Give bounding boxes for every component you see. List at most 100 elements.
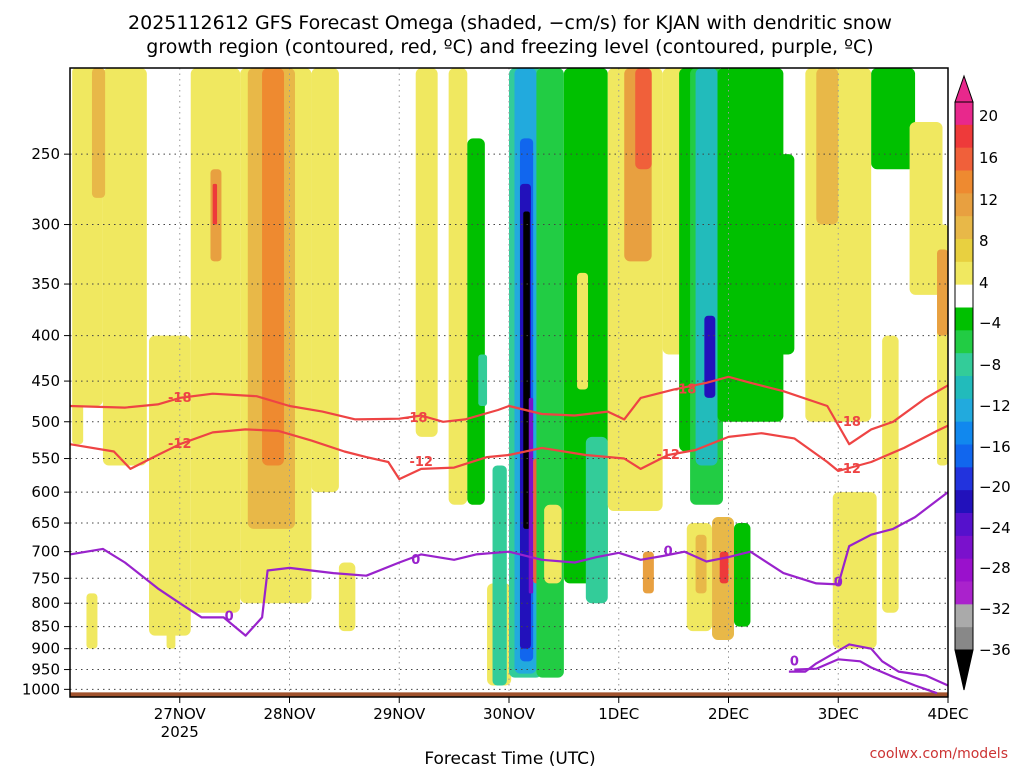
omega-cell-32	[585, 436, 608, 604]
contour-line-2	[69, 491, 949, 637]
contour-label-1-1: -12	[409, 455, 433, 470]
omega-cell-20	[492, 465, 507, 686]
contour-label-0-3: -18	[837, 415, 861, 430]
omega-cell-40	[695, 68, 718, 466]
colorbar-label-12: −32	[979, 600, 1011, 618]
colorbar-bin-0	[955, 102, 973, 126]
omega-cell-28	[536, 68, 564, 678]
colorbar-label-8: −16	[979, 438, 1011, 456]
colorbar-bin-23	[955, 627, 973, 651]
omega-cell-6	[190, 68, 241, 613]
colorbar-bin-21	[955, 581, 973, 605]
omega-cell-43	[750, 154, 795, 355]
omega-cell-36	[642, 551, 654, 594]
y-tick-label-750: 750	[31, 569, 60, 587]
colorbar-bin-1	[955, 124, 973, 149]
colorbar-label-11: −28	[979, 559, 1011, 577]
colorbar-bin-16	[955, 467, 973, 491]
y-tick-label-300: 300	[31, 216, 60, 234]
y-tick-label-800: 800	[31, 594, 60, 612]
colorbar-label-5: −4	[979, 314, 1001, 332]
omega-cell-47	[719, 551, 729, 584]
colorbar-bin-19	[955, 535, 973, 560]
x-tick-label-5: 2DEC	[708, 705, 749, 723]
contour-label-0-1: -18	[404, 411, 428, 426]
contour-label-1-3: -12	[837, 462, 861, 477]
chart-title-line1: 2025112612 GFS Forecast Omega (shaded, −…	[128, 12, 892, 34]
colorbar-label-10: −24	[979, 519, 1011, 537]
omega-cell-48	[733, 523, 751, 627]
omega-cell-11	[262, 68, 285, 466]
omega-cell-18	[478, 354, 488, 406]
y-tick-label-400: 400	[31, 327, 60, 345]
ground-fill	[70, 692, 948, 697]
omega-cell-15	[415, 68, 438, 437]
x-tick-label-0: 27NOV	[154, 705, 207, 723]
omega-cell-56	[937, 249, 948, 336]
y-tick-label-650: 650	[31, 514, 60, 532]
colorbar-label-3: 8	[979, 232, 989, 250]
x-year-label: 2025	[161, 723, 199, 741]
colorbar-label-13: −36	[979, 641, 1011, 659]
colorbar-label-7: −12	[979, 397, 1011, 415]
contour-label-0-2: -18	[673, 383, 697, 398]
colorbar-label-2: 12	[979, 191, 998, 209]
contour-label-0-0: -18	[168, 391, 192, 406]
omega-cell-45	[695, 534, 707, 594]
omega-cell-51	[832, 492, 877, 649]
omega-cell-13	[338, 562, 356, 632]
contour-label-3-0: 0	[790, 654, 799, 669]
x-tick-label-4: 1DEC	[598, 705, 639, 723]
y-tick-label-350: 350	[31, 275, 60, 293]
colorbar-bin-4	[955, 193, 973, 217]
y-tick-label-850: 850	[31, 618, 60, 636]
x-tick-label-2: 29NOV	[373, 705, 426, 723]
contour-line-0	[69, 375, 949, 446]
omega-cell-16	[448, 68, 468, 505]
contour-label-2-2: 0	[664, 545, 673, 560]
colorbar-bin-14	[955, 421, 973, 445]
colorbar-top-arrow	[954, 74, 974, 103]
y-axis-ticks: 250 300 350 400 450 500 550 600 650 700 750 800 850 9…	[22, 145, 70, 698]
colorbar-label-4: 4	[979, 274, 989, 292]
colorbar-bin-6	[955, 239, 973, 263]
colorbar-frame	[954, 101, 974, 651]
omega-cell-41	[704, 315, 716, 398]
colorbar-bin-15	[955, 444, 973, 468]
omega-cell-35	[635, 68, 652, 170]
omega-cell-25	[523, 211, 530, 529]
x-tick-label-6: 3DEC	[818, 705, 859, 723]
y-tick-label-550: 550	[31, 450, 60, 468]
x-axis-ticks: 27NOV 28NOV 29NOV 30NOV 1DEC 2DEC 3DEC 4DEC 2025	[154, 697, 969, 741]
omega-cell-52	[871, 68, 916, 170]
contour-line-1	[69, 424, 949, 481]
colorbar: 20 16 12 8 4 −4 −8 −12 −16 −20 −24 −28 −32 −36	[954, 74, 1011, 691]
y-tick-label-500: 500	[31, 413, 60, 431]
contour-label-1-0: -12	[168, 437, 192, 452]
y-tick-label-450: 450	[31, 372, 60, 390]
colorbar-bin-10	[955, 330, 973, 354]
colorbar-label-0: 20	[979, 107, 998, 125]
chart-title-line2: growth region (contoured, red, ºC) and f…	[146, 36, 873, 58]
colorbar-bin-13	[955, 398, 973, 423]
colorbar-bin-12	[955, 376, 973, 400]
contour-label-2-0: 0	[225, 609, 234, 624]
y-tick-label-1000: 1000	[22, 680, 60, 698]
omega-cell-3	[102, 68, 147, 466]
contour-label-1-2: -12	[656, 448, 680, 463]
credit-text: coolwx.com/models	[870, 746, 1008, 762]
omega-cell-31	[577, 272, 589, 390]
contour-label-2-3: 0	[834, 575, 843, 590]
omega-cell-12	[311, 68, 339, 493]
colorbar-bin-5	[955, 216, 973, 240]
y-tick-label-700: 700	[31, 543, 60, 561]
contours: -18 -18 -18 -18 -12 -12 -12 -12 0 0 0 0 0	[69, 375, 949, 695]
omega-cell-26	[528, 397, 534, 594]
omega-cell-17	[467, 138, 485, 505]
contour-label-2-1: 0	[411, 553, 420, 568]
colorbar-bin-2	[955, 147, 973, 171]
contour-line-3	[788, 643, 949, 687]
contour-line-4	[794, 658, 938, 695]
colorbar-bin-22	[955, 604, 973, 628]
